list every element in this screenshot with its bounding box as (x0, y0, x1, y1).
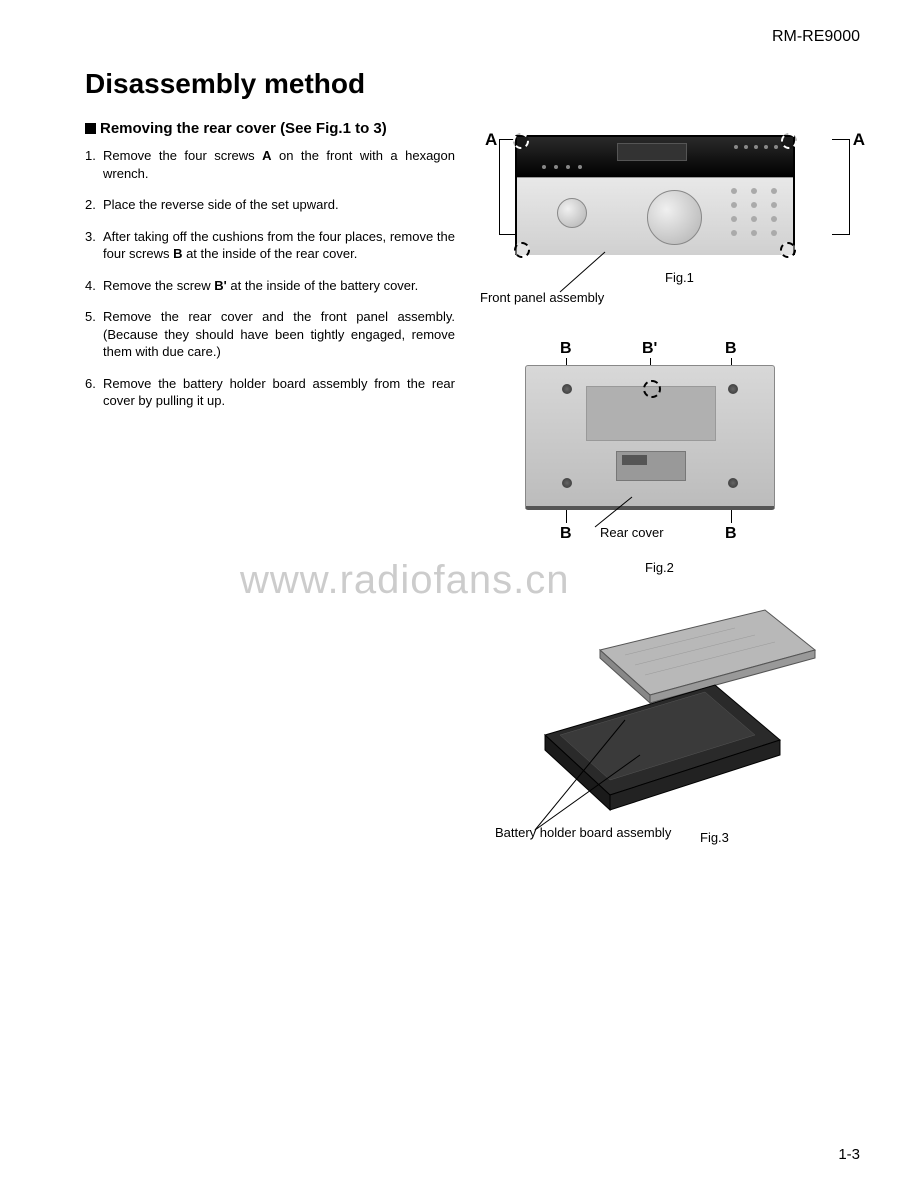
screw-bprime-icon (643, 380, 661, 398)
exploded-view-diagram (485, 600, 825, 830)
text-column: Removing the rear cover (See Fig.1 to 3)… (85, 120, 455, 880)
section-heading: Removing the rear cover (See Fig.1 to 3) (85, 120, 455, 137)
label-a-left: A (485, 130, 497, 150)
figure-1: A A (485, 125, 860, 305)
leader-line (832, 234, 850, 235)
knob-icon (647, 190, 702, 245)
screw-b-icon (562, 384, 572, 394)
figure-3: Battery holder board assembly Fig.3 (485, 600, 860, 880)
label-a-right: A (853, 130, 865, 150)
document-page: RM-RE9000 Disassembly method Removing th… (0, 0, 920, 1191)
label-b: B (725, 525, 737, 543)
step-3: After taking off the cushions from the f… (85, 228, 455, 263)
figure-2: B B' B B B (485, 340, 860, 570)
page-title: Disassembly method (85, 68, 860, 100)
button-grid (731, 188, 781, 236)
label-plate (616, 451, 686, 481)
label-b-prime: B' (642, 340, 657, 358)
leader-line (849, 139, 850, 234)
leader-line (499, 139, 500, 234)
device-bottom-panel (517, 177, 793, 255)
figure-1-caption: Fig.1 (665, 270, 694, 285)
leader-line (832, 139, 850, 140)
content-row: Removing the rear cover (See Fig.1 to 3)… (85, 120, 860, 880)
screw-a-icon (514, 242, 530, 258)
leader-line (555, 250, 615, 295)
label-b: B (560, 525, 572, 543)
screw-a-icon (781, 133, 797, 149)
screw-b-icon (728, 384, 738, 394)
battery-holder-label: Battery holder board assembly (495, 825, 671, 842)
screw-a-icon (513, 133, 529, 149)
front-panel-label: Front panel assembly (480, 290, 604, 305)
led-dots (734, 145, 778, 149)
knob-icon (557, 198, 587, 228)
instruction-list: Remove the four screws A on the front wi… (85, 147, 455, 410)
step-2: Place the reverse side of the set upward… (85, 196, 455, 214)
screw-b-icon (562, 478, 572, 488)
rear-cover-diagram (525, 365, 775, 510)
label-b: B (560, 340, 572, 358)
step-4: Remove the screw B' at the inside of the… (85, 277, 455, 295)
square-bullet-icon (85, 123, 96, 134)
led-dots (542, 165, 582, 169)
device-top-panel (517, 137, 793, 177)
figures-column: A A (485, 120, 860, 880)
section-title-text: Removing the rear cover (See Fig.1 to 3) (100, 120, 387, 137)
rear-cover-label: Rear cover (600, 525, 664, 540)
screw-b-icon (728, 478, 738, 488)
step-5: Remove the rear cover and the front pane… (85, 308, 455, 361)
screw-a-icon (780, 242, 796, 258)
step-1: Remove the four screws A on the front wi… (85, 147, 455, 182)
display-icon (617, 143, 687, 161)
figure-2-caption: Fig.2 (645, 560, 674, 575)
figure-3-caption: Fig.3 (700, 830, 729, 845)
model-number: RM-RE9000 (772, 28, 860, 46)
label-b: B (725, 340, 737, 358)
front-panel-diagram (515, 135, 795, 255)
step-6: Remove the battery holder board assembly… (85, 375, 455, 410)
page-number: 1-3 (838, 1146, 860, 1163)
